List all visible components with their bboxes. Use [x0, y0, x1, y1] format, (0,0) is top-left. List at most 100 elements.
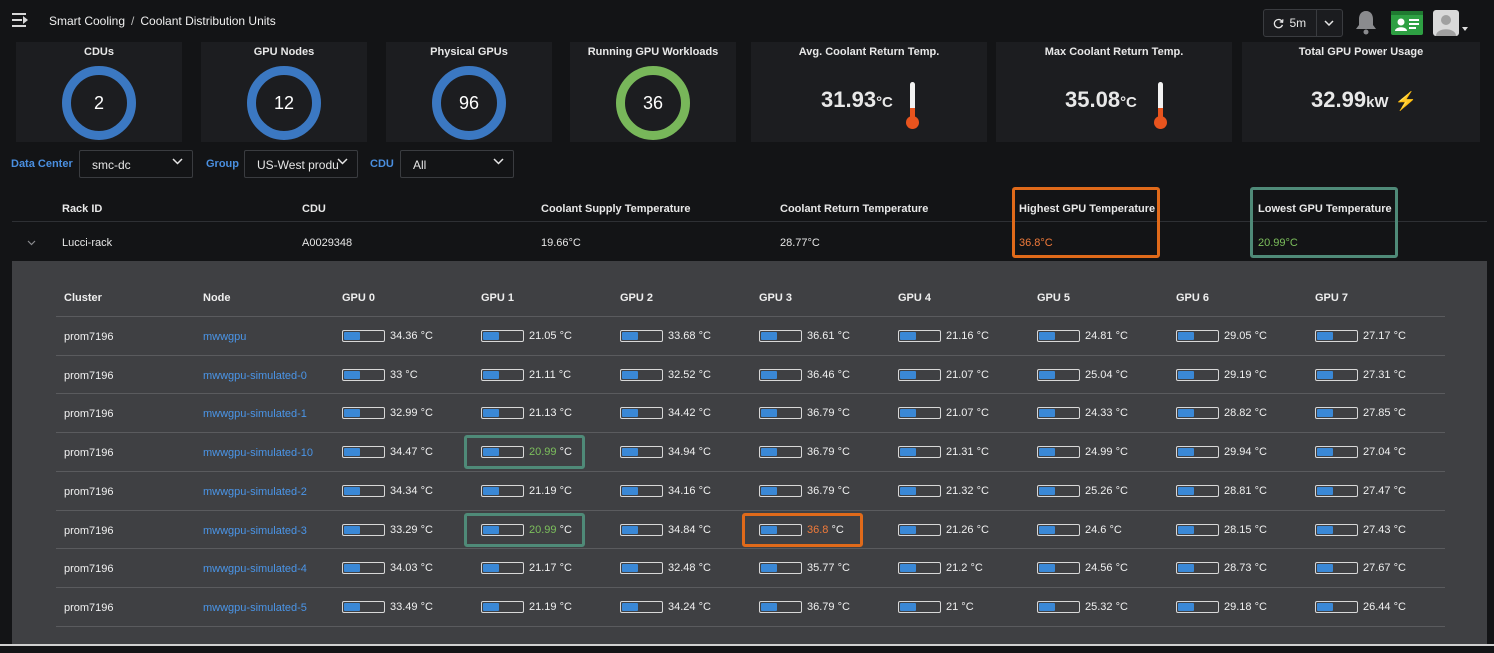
gpu-temp-value: 21.2: [946, 562, 968, 575]
rack-row[interactable]: Lucci-rack A0029348 19.66°C 28.77°C 36.8…: [12, 223, 1487, 259]
column-header-lowest-gpu-temp[interactable]: Lowest GPU Temperature: [1258, 203, 1392, 215]
gpu-column-header[interactable]: GPU 5: [1037, 292, 1071, 304]
gpu-temp-unit: °C: [973, 330, 989, 342]
gpu-temp-cell: 34.94 °C: [620, 446, 711, 459]
menu-icon[interactable]: [12, 13, 28, 27]
gpu-temp-unit: °C: [1112, 368, 1128, 381]
gpu-column-header[interactable]: GPU 3: [759, 292, 793, 304]
gpu-temp-unit: °C: [1251, 523, 1267, 536]
gpu-temp-cell: 36.8 °C: [759, 523, 844, 536]
group-value: US-West produ: [257, 158, 339, 172]
gpu-temp-cell: 36.79 °C: [759, 446, 850, 459]
gpu-temp-cell: 33.68 °C: [620, 330, 711, 342]
bell-icon[interactable]: [1352, 8, 1380, 36]
gpu-temp-cell: 36.79 °C: [759, 484, 850, 497]
column-header-return-temp[interactable]: Coolant Return Temperature: [780, 203, 929, 215]
column-header-highest-gpu-temp[interactable]: Highest GPU Temperature: [1019, 203, 1156, 215]
gpu-temp-cell: 27.04 °C: [1315, 446, 1406, 459]
gpu-column-header[interactable]: GPU 2: [620, 292, 654, 304]
gpu-column-header[interactable]: GPU 4: [898, 292, 932, 304]
node-link[interactable]: mwwgpu-simulated-1: [203, 408, 307, 421]
gpu-temp-unit: °C: [555, 368, 572, 381]
gpu-temp-cell: 36.79 °C: [759, 407, 850, 420]
stat-card-title: Avg. Coolant Return Temp.: [798, 46, 940, 58]
gpu-temp-cell: 24.99 °C: [1037, 446, 1128, 459]
gpu-temp-value: 27.31: [1363, 368, 1391, 381]
stat-value: 36: [642, 92, 664, 113]
node-link[interactable]: mwwgpu-simulated-4: [203, 563, 307, 576]
gpu-temp-cell: 36.61 °C: [759, 330, 850, 342]
gpu-temp-unit: °C: [417, 330, 433, 342]
thermometer-icon: [906, 82, 920, 130]
gpu-temp-unit: °C: [834, 407, 850, 420]
rack-cdu-cell: A0029348: [302, 237, 353, 249]
gpu-temp-value: 25.04: [1085, 368, 1113, 381]
gpu-column-header[interactable]: GPU 1: [481, 292, 515, 304]
gpu-column-header[interactable]: Node: [203, 292, 231, 304]
gpu-temp-unit: °C: [556, 600, 572, 613]
refresh-interval-dropdown[interactable]: [1317, 10, 1342, 36]
gpu-temp-unit: °C: [973, 484, 989, 497]
column-header-cdu[interactable]: CDU: [302, 203, 326, 215]
cdu-select[interactable]: All: [400, 150, 514, 178]
node-link[interactable]: mwwgpu-simulated-5: [203, 601, 307, 614]
refresh-button[interactable]: 5m: [1264, 10, 1317, 36]
node-link[interactable]: mwwgpu: [203, 331, 247, 343]
table-row: prom7196 mwwgpu 34.36 °C 21.05 °C 33.68 °C 36…: [56, 316, 1445, 355]
group-select[interactable]: US-West produ: [244, 150, 358, 178]
node-link[interactable]: mwwgpu-simulated-10: [203, 447, 314, 460]
gpu-temp-value: 27.85: [1363, 407, 1391, 420]
top-bar: Smart Cooling / Coolant Distribution Units…: [0, 0, 1494, 42]
gpu-temp-cell: 21 °C: [898, 600, 974, 613]
gpu-temp-bar: [620, 484, 663, 497]
refresh-interval-value: 5m: [1289, 16, 1307, 30]
gpu-temp-unit: °C: [828, 523, 844, 536]
stat-value: 31.93°C: [821, 87, 893, 113]
gpu-temp-cell: 34.84 °C: [620, 523, 711, 536]
cluster-cell: prom7196: [64, 563, 114, 576]
avatar-icon[interactable]: [1433, 10, 1459, 36]
node-link[interactable]: mwwgpu-simulated-0: [203, 369, 307, 382]
node-link[interactable]: mwwgpu-simulated-2: [203, 485, 307, 498]
gpu-temp-value: 20.99: [529, 446, 557, 459]
column-header-supply-temp[interactable]: Coolant Supply Temperature: [541, 203, 691, 215]
gpu-column-header[interactable]: GPU 7: [1315, 292, 1349, 304]
gpu-temp-bar: [620, 368, 663, 381]
gpu-temp-value: 28.73: [1224, 562, 1252, 575]
gpu-column-header[interactable]: GPU 0: [342, 292, 376, 304]
stat-card-title: Running GPU Workloads: [587, 46, 719, 58]
gpu-temp-unit: °C: [834, 368, 850, 381]
gpu-temp-unit: °C: [834, 446, 850, 459]
gpu-temp-cell: 32.99 °C: [342, 407, 433, 420]
rack-return-temp-cell: 28.77°C: [780, 237, 820, 249]
breadcrumb-item-smart-cooling[interactable]: Smart Cooling: [49, 14, 126, 28]
rack-highest-temp-cell: 36.8°C: [1019, 237, 1053, 249]
gpu-temp-unit: °C: [1251, 446, 1267, 459]
gpu-temp-cell: 21.19 °C: [481, 600, 572, 613]
gpu-temp-bar: [1315, 484, 1358, 497]
gpu-temp-value: 21.17: [529, 562, 557, 575]
chevron-down-icon[interactable]: [27, 240, 36, 246]
gpu-column-header[interactable]: GPU 6: [1176, 292, 1210, 304]
gpu-temp-value: 24.6: [1085, 523, 1107, 536]
gpu-temp-unit: °C: [695, 407, 711, 420]
column-header-rack-id[interactable]: Rack ID: [62, 203, 103, 215]
gpu-temp-unit: °C: [417, 562, 433, 575]
node-link[interactable]: mwwgpu-simulated-3: [203, 524, 307, 537]
table-row: prom7196 mwwgpu-simulated-3 33.29 °C 20.99 …: [56, 509, 1445, 549]
id-card-icon[interactable]: [1391, 11, 1423, 35]
gpu-temp-bar: [1037, 523, 1080, 536]
gpu-temp-unit: °C: [834, 562, 850, 575]
gpu-temp-cell: 21.13 °C: [481, 407, 572, 420]
gpu-temp-unit: °C: [695, 484, 711, 497]
stat-value: 35.08°C: [1065, 87, 1137, 113]
gpu-temp-bar: [481, 562, 524, 575]
avatar-menu-caret-icon[interactable]: [1462, 27, 1468, 31]
gpu-temp-unit: °C: [834, 484, 850, 497]
gpu-temp-value: 33.49: [390, 600, 418, 613]
data-center-select[interactable]: smc-dc: [79, 150, 193, 178]
gpu-column-header[interactable]: Cluster: [64, 292, 102, 304]
gpu-temp-cell: 29.19 °C: [1176, 368, 1267, 381]
gpu-temp-value: 36.79: [807, 446, 835, 459]
gpu-temp-unit: °C: [417, 484, 433, 497]
